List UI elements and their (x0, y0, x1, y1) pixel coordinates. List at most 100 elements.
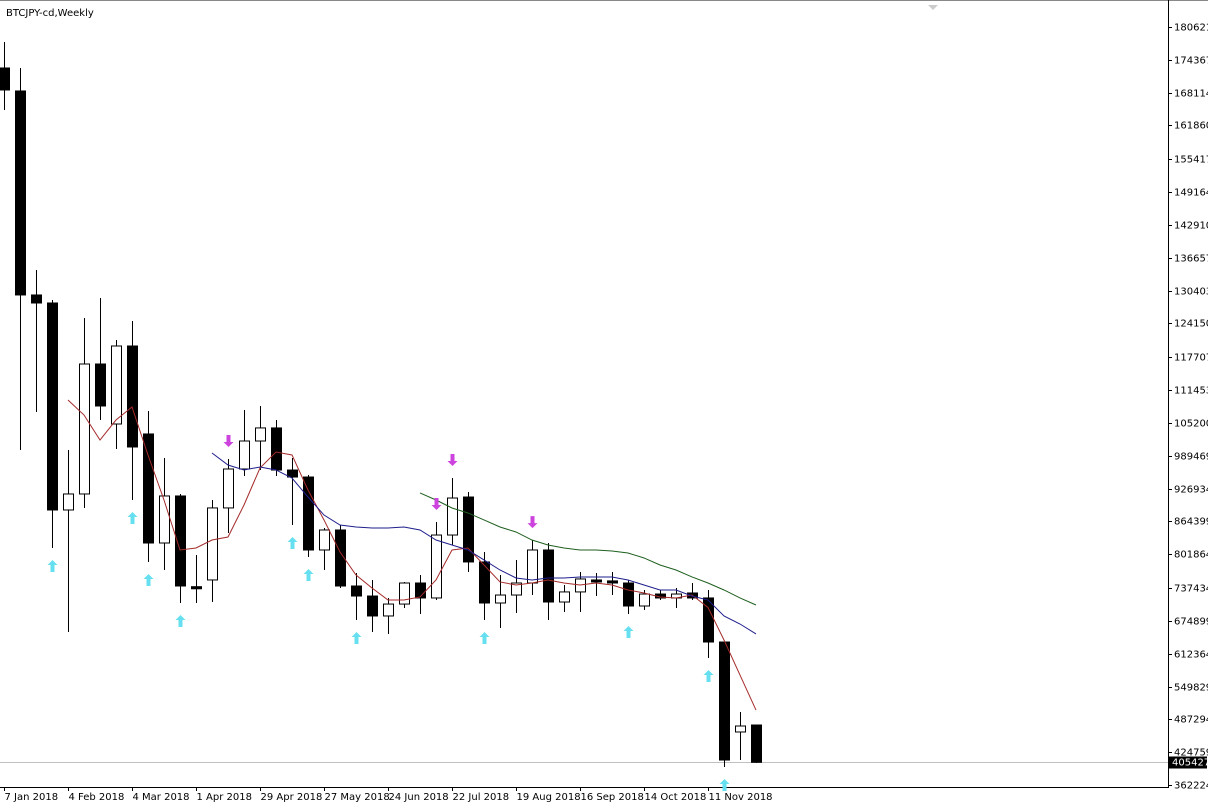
candle-body (575, 578, 586, 593)
down-arrow (527, 516, 538, 529)
candle-body (31, 294, 42, 304)
x-tick-label: 19 Aug 2018 (517, 792, 581, 803)
candle-body (0, 67, 10, 91)
up-arrow (623, 626, 634, 639)
candle-body (607, 580, 618, 584)
candle-body (559, 591, 570, 603)
moving-average (67, 399, 757, 711)
x-tick-label: 14 Oct 2018 (645, 792, 707, 803)
current-price-label: 405427 (1172, 758, 1208, 769)
candle-body (255, 427, 266, 442)
y-tick-label: 362224 (1174, 781, 1208, 792)
y-tick-label: 1241504 (1174, 319, 1208, 330)
up-arrow (47, 559, 58, 572)
candle-body (223, 468, 234, 509)
x-tick-label: 1 Apr 2018 (197, 792, 252, 803)
shift-marker (928, 5, 938, 10)
x-tick-label: 4 Feb 2018 (69, 792, 125, 803)
y-tick-label: 612364 (1174, 650, 1208, 661)
up-arrow (703, 670, 714, 683)
y-tick-label: 1554179 (1174, 155, 1208, 166)
x-tick-label: 4 Mar 2018 (133, 792, 190, 803)
candle-body (159, 495, 170, 544)
down-arrow (431, 498, 442, 511)
candle-body (191, 586, 202, 590)
chart-title: BTCJPY-cd,Weekly (6, 8, 94, 19)
candle-body (543, 549, 554, 603)
candle-body (335, 529, 346, 587)
x-tick-label: 27 May 2018 (325, 792, 390, 803)
candle-body (447, 497, 458, 536)
candle-body (719, 641, 730, 761)
candle-body (511, 582, 522, 596)
y-tick-label: 424759 (1174, 748, 1208, 759)
candle-body (175, 495, 186, 587)
x-tick-label: 11 Nov 2018 (709, 792, 773, 803)
candle-body (111, 345, 122, 425)
y-tick-label: 1743679 (1174, 56, 1208, 67)
moving-average (419, 492, 757, 606)
candle-body (79, 363, 90, 495)
moving-average (211, 452, 757, 635)
x-tick-label: 24 Jun 2018 (389, 792, 449, 803)
y-tick-label: 1429109 (1174, 221, 1208, 232)
up-arrow (143, 573, 154, 586)
y-tick-label: 926934 (1174, 485, 1208, 496)
candle-body (47, 302, 58, 511)
y-tick-label: 1681144 (1174, 89, 1208, 100)
y-tick-label: 1114539 (1174, 386, 1208, 397)
down-arrow (223, 434, 234, 447)
up-arrow (719, 778, 730, 791)
down-arrow (447, 454, 458, 467)
candle-body (735, 725, 746, 733)
candle-body (399, 582, 410, 605)
y-tick-label: 1304039 (1174, 287, 1208, 298)
candle-body (383, 603, 394, 617)
candle-body (703, 597, 714, 643)
up-arrow (303, 568, 314, 581)
candle-body (271, 427, 282, 471)
candle-body (239, 440, 250, 470)
candle-body (287, 469, 298, 478)
y-tick-label: 1052004 (1174, 419, 1208, 430)
y-tick-label: 1366574 (1174, 254, 1208, 265)
candle-body (303, 476, 314, 551)
candle-body (479, 561, 490, 604)
candle-body (143, 433, 154, 544)
y-tick-label: 1177074 (1174, 353, 1208, 364)
candle-body (431, 534, 442, 599)
up-arrow (287, 536, 298, 549)
x-tick-label: 29 Apr 2018 (261, 792, 323, 803)
up-arrow (175, 615, 186, 628)
x-tick-label: 16 Sep 2018 (581, 792, 644, 803)
y-tick-label: 674899 (1174, 617, 1208, 628)
candle-body (15, 90, 26, 296)
candle-body (463, 496, 474, 563)
y-tick-label: 1806214 (1174, 23, 1208, 34)
y-tick-label: 864399 (1174, 517, 1208, 528)
candle-body (527, 549, 538, 584)
up-arrow (479, 632, 490, 645)
y-tick-label: 737434 (1174, 584, 1208, 595)
candle-body (319, 529, 330, 551)
y-tick-label: 801864 (1174, 550, 1208, 561)
candle-body (495, 594, 506, 604)
x-tick-label: 7 Jan 2018 (5, 792, 59, 803)
candle-body (751, 724, 762, 763)
y-tick-label: 1618609 (1174, 121, 1208, 132)
candle-body (207, 507, 218, 581)
candle-body (127, 345, 138, 448)
y-tick-label: 549829 (1174, 683, 1208, 694)
candle-body (95, 363, 106, 407)
candle-body (639, 593, 650, 607)
x-tick-label: 22 Jul 2018 (453, 792, 510, 803)
up-arrow (351, 632, 362, 645)
up-arrow (127, 512, 138, 525)
candle-body (351, 585, 362, 597)
current-price-box (1169, 756, 1207, 769)
y-tick-label: 1491644 (1174, 188, 1208, 199)
